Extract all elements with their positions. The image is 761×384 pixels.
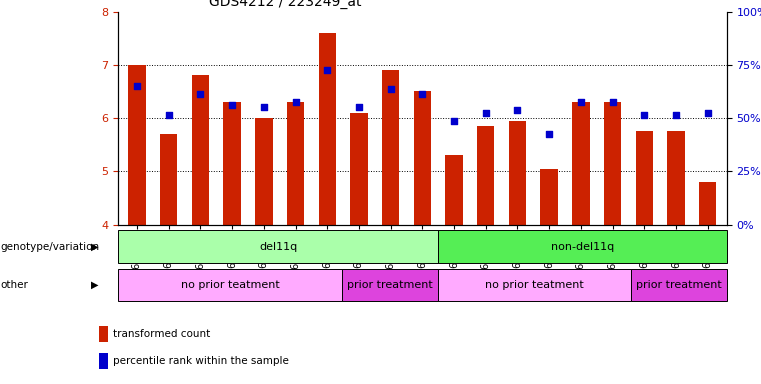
Point [575, 99, 587, 105]
Point [321, 67, 333, 73]
Point [353, 104, 365, 111]
Text: no prior teatment: no prior teatment [180, 280, 279, 290]
Point [384, 86, 396, 92]
Text: genotype/variation: genotype/variation [1, 242, 100, 252]
Point [289, 99, 301, 105]
Point [226, 102, 238, 108]
Text: no prior teatment: no prior teatment [485, 280, 584, 290]
Bar [160, 134, 177, 225]
Point [511, 107, 524, 113]
Point [702, 110, 714, 116]
Bar [509, 121, 526, 225]
Text: ▶: ▶ [91, 242, 99, 252]
Text: transformed count: transformed count [113, 329, 210, 339]
Point [543, 131, 556, 137]
Point [448, 118, 460, 124]
Point [258, 104, 270, 111]
Text: prior treatment: prior treatment [636, 280, 721, 290]
Bar [118, 230, 438, 263]
Bar [667, 131, 685, 225]
Bar [477, 126, 495, 225]
Point [670, 113, 682, 119]
Point [194, 91, 206, 97]
Text: ▶: ▶ [91, 280, 99, 290]
Point [479, 110, 492, 116]
Point [416, 91, 428, 97]
Point [638, 113, 651, 119]
Bar [129, 65, 145, 225]
Bar [224, 102, 240, 225]
Bar [192, 76, 209, 225]
Bar [699, 182, 716, 225]
Text: prior treatment: prior treatment [348, 280, 433, 290]
Bar [540, 169, 558, 225]
Bar [438, 230, 727, 263]
Text: del11q: del11q [259, 242, 298, 252]
Bar [255, 118, 272, 225]
Point [607, 99, 619, 105]
Bar [287, 102, 304, 225]
Bar [382, 70, 400, 225]
Bar [572, 102, 590, 225]
Text: other: other [1, 280, 29, 290]
Point [131, 83, 143, 89]
Text: non-del11q: non-del11q [551, 242, 614, 252]
Bar [342, 269, 438, 301]
Bar [604, 102, 621, 225]
Point [163, 113, 175, 119]
Bar [635, 131, 653, 225]
Bar [118, 269, 342, 301]
Bar [350, 113, 368, 225]
Bar [445, 156, 463, 225]
Bar [438, 269, 631, 301]
Bar [414, 91, 431, 225]
Bar [631, 269, 727, 301]
Bar [319, 33, 336, 225]
Text: GDS4212 / 223249_at: GDS4212 / 223249_at [209, 0, 361, 9]
Text: percentile rank within the sample: percentile rank within the sample [113, 356, 288, 366]
